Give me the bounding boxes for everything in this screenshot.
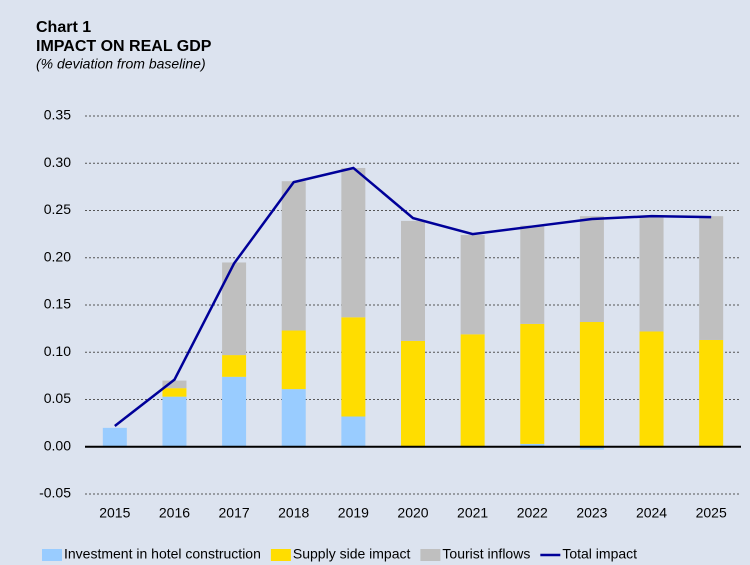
y-tick-label: -0.05 [39, 485, 71, 501]
x-tick-label: 2015 [99, 505, 130, 521]
bar [281, 181, 306, 331]
bar [162, 396, 187, 447]
chart-subtitle: IMPACT ON REAL GDP [36, 38, 212, 55]
x-tick-label: 2022 [517, 505, 548, 521]
bar [520, 443, 545, 447]
x-tick-label: 2017 [219, 505, 250, 521]
legend-swatch [270, 549, 291, 561]
line [114, 166, 712, 427]
bar [579, 446, 604, 450]
bar [341, 416, 366, 447]
y-tick-label: 0.15 [44, 296, 71, 312]
bar [222, 262, 247, 356]
legend-label: Investment in hotel construction [64, 546, 261, 562]
bar [639, 331, 664, 447]
bar [341, 167, 366, 318]
bar [520, 225, 545, 324]
y-tick-label: 0.00 [44, 437, 71, 453]
bar [281, 330, 306, 390]
y-tick-label: 0.25 [44, 201, 71, 217]
bar [102, 427, 127, 447]
x-tick-label: 2021 [457, 505, 488, 521]
y-tick-label: 0.10 [44, 343, 71, 359]
bar [341, 317, 366, 417]
bar [222, 376, 247, 447]
bar [222, 355, 247, 377]
x-tick-label: 2025 [696, 505, 727, 521]
legend-swatch [420, 549, 441, 561]
y-tick-label: 0.30 [44, 154, 71, 170]
chart-note: (% deviation from baseline) [36, 56, 206, 72]
legend-label: Tourist inflows [442, 546, 530, 562]
bar [579, 322, 604, 447]
bar [401, 220, 425, 341]
x-tick-label: 2016 [159, 505, 190, 521]
x-tick-label: 2023 [576, 505, 607, 521]
bar [699, 339, 724, 447]
y-tick-label: 0.35 [44, 107, 71, 123]
bar [699, 216, 724, 340]
legend-label: Total impact [562, 546, 637, 562]
bar [639, 216, 664, 332]
bar [579, 216, 604, 323]
bar [460, 334, 485, 447]
x-tick-label: 2024 [636, 505, 667, 521]
chart-title: Chart 1 [36, 19, 91, 36]
bar [460, 235, 485, 335]
bar [162, 388, 187, 397]
bar [401, 340, 425, 447]
bar [520, 323, 545, 444]
y-tick-label: 0.05 [44, 390, 71, 406]
y-tick-label: 0.20 [44, 248, 71, 264]
bar [281, 389, 306, 447]
x-tick-label: 2018 [278, 505, 309, 521]
x-tick-label: 2019 [338, 505, 369, 521]
x-tick-label: 2020 [397, 505, 428, 521]
bar [162, 380, 187, 389]
legend-swatch [42, 549, 62, 561]
legend-label: Supply side impact [293, 546, 411, 562]
